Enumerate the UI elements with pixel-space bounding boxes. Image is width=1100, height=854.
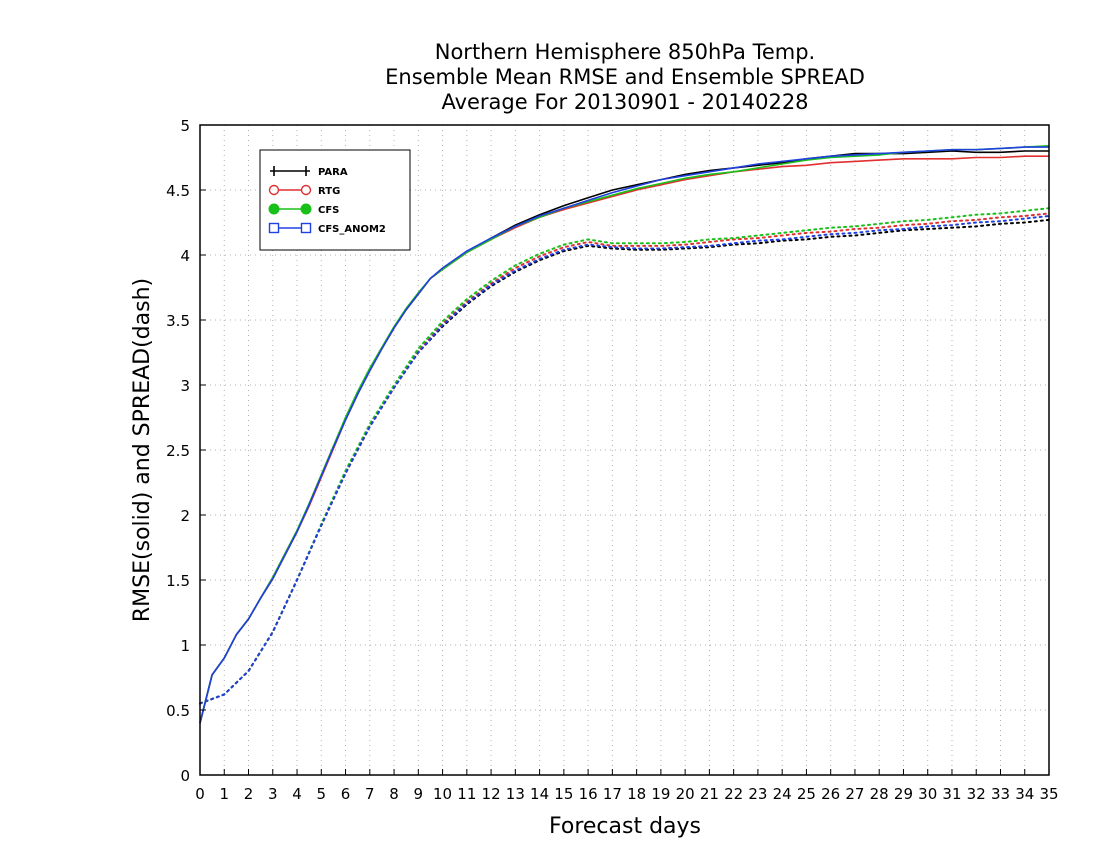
x-tick-label: 17	[603, 785, 622, 803]
x-tick-label: 25	[797, 785, 816, 803]
x-tick-label: 16	[579, 785, 598, 803]
x-tick-label: 13	[506, 785, 525, 803]
x-tick-label: 14	[530, 785, 549, 803]
legend-box	[259, 149, 411, 251]
x-tick-label: 12	[482, 785, 501, 803]
y-tick-label: 0.5	[166, 702, 190, 720]
x-tick-label: 1	[219, 785, 229, 803]
y-tick-label: 2	[180, 507, 190, 525]
open-square-marker-icon	[268, 222, 280, 234]
y-tick-label: 5	[180, 117, 190, 135]
x-tick-label: 4	[292, 785, 302, 803]
x-axis-title: Forecast days	[549, 814, 701, 839]
x-tick-label: 6	[341, 785, 351, 803]
x-tick-label: 35	[1039, 785, 1058, 803]
title-line-2: Ensemble Mean RMSE and Ensemble SPREAD	[385, 65, 865, 89]
y-axis-title: RMSE(solid) and SPREAD(dash)	[130, 278, 155, 622]
y-tick-label: 4.5	[166, 182, 190, 200]
x-tick-label: 23	[748, 785, 767, 803]
x-tick-label: 5	[317, 785, 327, 803]
x-tick-label: 20	[676, 785, 695, 803]
x-tick-label: 8	[389, 785, 399, 803]
x-tick-label: 0	[195, 785, 205, 803]
series-lines	[199, 145, 1050, 724]
x-tick-label: 9	[414, 785, 424, 803]
x-tick-label: 30	[918, 785, 937, 803]
x-tick-label: 2	[244, 785, 254, 803]
x-tick-label: 24	[773, 785, 792, 803]
title-line-1: Northern Hemisphere 850hPa Temp.	[435, 40, 815, 64]
open-circle-marker-icon	[300, 184, 312, 196]
rmse-line-cfs-anom2	[199, 146, 1049, 724]
y-tick-label: 3	[180, 377, 190, 395]
legend-label-para: PARA	[318, 167, 348, 178]
y-tick-label: 4	[180, 247, 190, 265]
legend-label-cfs-anom2: CFS_ANOM2	[318, 224, 386, 235]
x-tick-label: 27	[845, 785, 864, 803]
x-tick-label: 32	[967, 785, 986, 803]
y-tick-label: 1.5	[166, 572, 190, 590]
x-tick-label: 10	[433, 785, 452, 803]
grid	[200, 125, 1049, 775]
x-tick-label: 22	[724, 785, 743, 803]
y-tick-label: 3.5	[166, 312, 190, 330]
spread-line-cfs	[199, 207, 1050, 705]
filled-circle-marker-icon	[268, 203, 280, 215]
x-tick-label: 21	[700, 785, 719, 803]
x-tick-label: 11	[457, 785, 476, 803]
y-tick-label: 1	[180, 637, 190, 655]
x-tick-label: 15	[554, 785, 573, 803]
y-tick-label: 2.5	[166, 442, 190, 460]
legend-label-cfs: CFS	[318, 205, 339, 216]
axes: 0 1 2 3 4 5 6 7 8 9 10 11 12 13 14 15 16 17 18 19 20 21 22 23 24…	[166, 117, 1058, 803]
x-tick-label: 19	[651, 785, 670, 803]
x-tick-label: 7	[365, 785, 375, 803]
spread-line-cfs-anom2	[199, 215, 1050, 705]
title-line-3: Average For 20130901 - 20140228	[441, 90, 808, 114]
open-circle-marker-icon	[268, 184, 280, 196]
x-tick-label: 34	[1015, 785, 1034, 803]
y-tick-label: 0	[180, 767, 190, 785]
filled-circle-marker-icon	[300, 203, 312, 215]
x-tick-label: 33	[991, 785, 1010, 803]
x-tick-label: 29	[894, 785, 913, 803]
x-tick-label: 18	[627, 785, 646, 803]
x-tick-label: 26	[821, 785, 840, 803]
legend-label-rtg: RTG	[318, 186, 340, 197]
chart-title: Northern Hemisphere 850hPa Temp. Ensembl…	[385, 40, 865, 114]
legend: PARA RTG CFS CFS_ANOM2	[259, 149, 411, 251]
x-tick-label: 31	[942, 785, 961, 803]
x-tick-label: 28	[870, 785, 889, 803]
open-square-marker-icon	[300, 222, 312, 234]
x-tick-label: 3	[268, 785, 278, 803]
